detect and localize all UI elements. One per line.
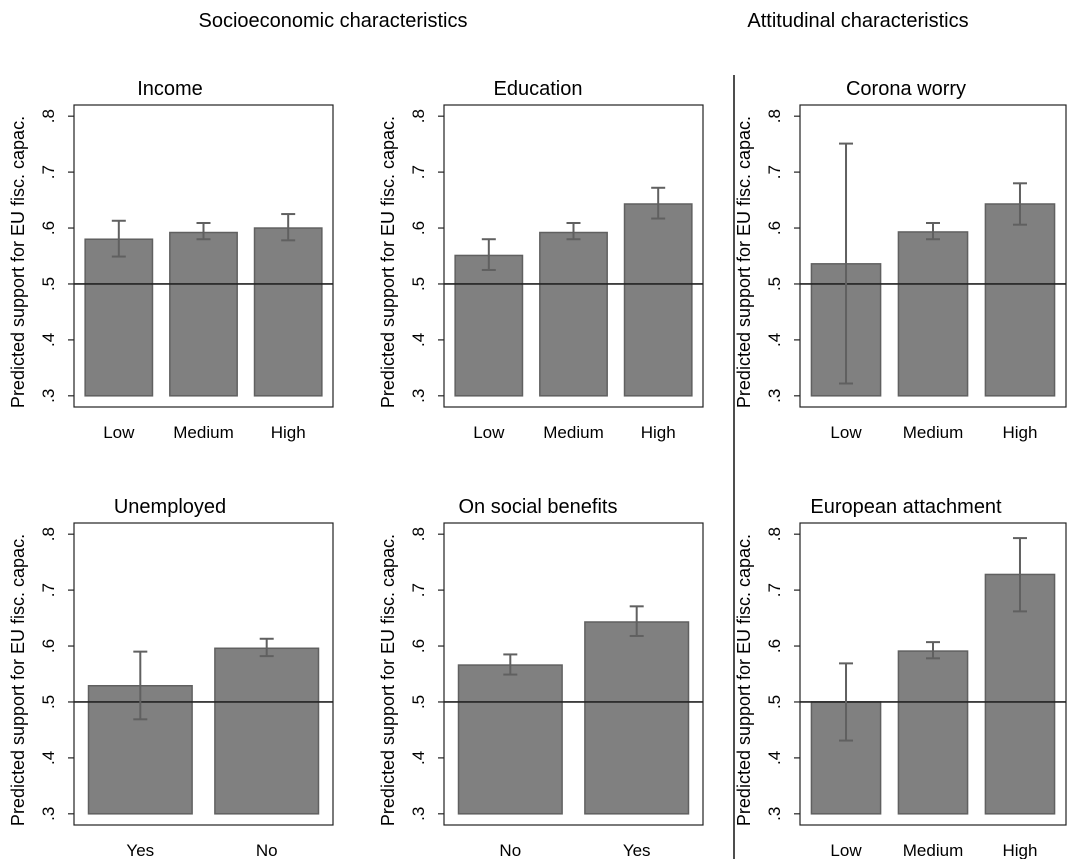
y-tick-label: .4 — [39, 751, 58, 765]
x-tick-label: No — [256, 841, 278, 859]
bar — [623, 203, 693, 397]
x-tick-label: High — [271, 423, 306, 442]
panels-container: Income .3 .4 .5 .6 .7 .8 Predicted support for … — [8, 78, 1067, 859]
y-tick-label: .6 — [39, 221, 58, 235]
bar — [169, 231, 238, 397]
chart-panel: Unemployed .3 .4 .5 .6 .7 .8 Predicted support … — [8, 496, 334, 859]
bar — [584, 621, 690, 815]
plot-frame — [73, 522, 334, 826]
y-tick-label: .5 — [39, 277, 58, 291]
bar — [457, 664, 563, 815]
x-tick-label: Medium — [543, 423, 603, 442]
y-tick-label: .5 — [409, 277, 428, 291]
y-tick-label: .7 — [409, 583, 428, 597]
section-title-attitudinal: Attitudinal characteristics — [747, 10, 968, 32]
y-tick-label: .7 — [765, 165, 784, 179]
bar — [539, 231, 608, 397]
y-tick-label: .4 — [409, 751, 428, 765]
x-tick-label: High — [1002, 841, 1037, 859]
y-tick-label: .8 — [39, 109, 58, 123]
bar — [984, 573, 1056, 815]
y-tick-label: .3 — [39, 389, 58, 403]
y-tick-label: .8 — [765, 109, 784, 123]
bar — [253, 227, 323, 397]
bar — [897, 650, 969, 815]
panel-title: Income — [137, 78, 203, 100]
bar — [984, 203, 1056, 397]
x-tick-label: Low — [103, 423, 135, 442]
y-tick-label: .4 — [765, 333, 784, 347]
y-tick-label: .3 — [765, 807, 784, 821]
y-axis-label: Predicted support for EU fisc. capac. — [378, 534, 398, 826]
y-tick-label: .7 — [409, 165, 428, 179]
x-tick-label: Low — [473, 423, 505, 442]
plot-frame — [799, 522, 1067, 826]
y-tick-label: .5 — [39, 695, 58, 709]
x-tick-label: Low — [830, 841, 862, 859]
y-tick-label: .6 — [409, 221, 428, 235]
plot-frame — [443, 522, 704, 826]
y-axis-label: Predicted support for EU fisc. capac. — [8, 116, 28, 408]
panel-title: Unemployed — [114, 496, 226, 518]
bar — [214, 647, 320, 815]
chart-panel: On social benefits .3 .4 .5 .6 .7 .8 Predicted … — [378, 496, 704, 859]
y-tick-label: .8 — [765, 527, 784, 541]
x-tick-label: Medium — [173, 423, 233, 442]
y-tick-label: .3 — [765, 389, 784, 403]
bar — [454, 254, 524, 397]
y-tick-label: .8 — [409, 109, 428, 123]
y-tick-label: .7 — [39, 583, 58, 597]
x-tick-label: High — [641, 423, 676, 442]
y-tick-label: .4 — [409, 333, 428, 347]
chart-panel: Corona worry .3 .4 .5 .6 .7 .8 Predicted suppor… — [734, 78, 1067, 442]
panel-title: On social benefits — [459, 496, 618, 518]
y-tick-label: .8 — [409, 527, 428, 541]
y-tick-label: .5 — [409, 695, 428, 709]
x-tick-label: High — [1002, 423, 1037, 442]
y-tick-label: .6 — [39, 639, 58, 653]
x-tick-label: Medium — [903, 841, 963, 859]
y-axis-label: Predicted support for EU fisc. capac. — [378, 116, 398, 408]
chart-panel: Education .3 .4 .5 .6 .7 .8 Predicted support f… — [378, 78, 704, 442]
y-tick-label: .6 — [409, 639, 428, 653]
y-tick-label: .4 — [765, 751, 784, 765]
x-tick-label: Low — [830, 423, 862, 442]
chart-panel: European attachment .3 .4 .5 .6 .7 .8 Predicted… — [734, 496, 1067, 859]
panel-title: Education — [494, 78, 583, 100]
y-axis-label: Predicted support for EU fisc. capac. — [734, 116, 754, 408]
x-tick-label: No — [499, 841, 521, 859]
chart-panel: Income .3 .4 .5 .6 .7 .8 Predicted support for … — [8, 78, 334, 442]
y-tick-label: .8 — [39, 527, 58, 541]
y-tick-label: .6 — [765, 221, 784, 235]
y-tick-label: .4 — [39, 333, 58, 347]
y-tick-label: .3 — [409, 807, 428, 821]
y-tick-label: .6 — [765, 639, 784, 653]
y-axis-label: Predicted support for EU fisc. capac. — [734, 534, 754, 826]
plot-frame — [73, 104, 334, 408]
y-tick-label: .7 — [39, 165, 58, 179]
bar — [897, 231, 969, 397]
x-tick-label: Yes — [623, 841, 651, 859]
y-tick-label: .5 — [765, 695, 784, 709]
panel-title: European attachment — [810, 496, 1002, 518]
bar — [84, 238, 154, 397]
x-tick-label: Medium — [903, 423, 963, 442]
plot-frame — [443, 104, 704, 408]
y-tick-label: .3 — [409, 389, 428, 403]
section-title-socioeconomic: Socioeconomic characteristics — [199, 10, 468, 32]
y-axis-label: Predicted support for EU fisc. capac. — [8, 534, 28, 826]
plot-frame — [799, 104, 1067, 408]
y-tick-label: .5 — [765, 277, 784, 291]
y-tick-label: .7 — [765, 583, 784, 597]
y-tick-label: .3 — [39, 807, 58, 821]
panel-title: Corona worry — [846, 78, 966, 100]
x-tick-label: Yes — [126, 841, 154, 859]
